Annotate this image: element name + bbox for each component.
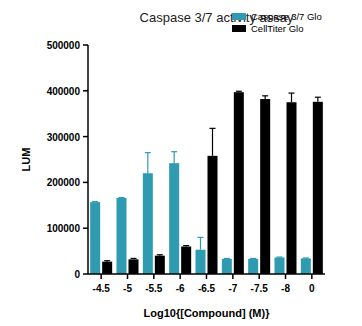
error-bar: [104, 260, 110, 262]
y-tick-label: 500000: [47, 40, 81, 51]
error-cap: [131, 258, 137, 259]
error-cap: [236, 91, 242, 92]
error-bar: [171, 152, 177, 163]
x-tick-label: -5: [123, 283, 132, 294]
x-tick-label: -6: [176, 283, 185, 294]
x-tick-label: -7.5: [251, 283, 269, 294]
y-axis-label: LUM: [20, 148, 32, 172]
bar: [169, 163, 179, 274]
error-cap: [119, 197, 125, 198]
legend-label: Caspase 3/7 Glo: [251, 11, 322, 22]
y-tick: [83, 273, 88, 275]
error-line: [174, 152, 175, 163]
legend-label: CellTiter Glo: [251, 23, 303, 34]
error-cap: [250, 258, 256, 259]
error-bar: [145, 153, 151, 174]
error-cap: [157, 254, 163, 255]
y-axis: [87, 45, 89, 274]
y-tick-label: 200000: [47, 177, 81, 188]
y-tick: [83, 90, 88, 92]
bar: [275, 258, 285, 274]
bar: [301, 258, 311, 274]
x-tick: [127, 274, 129, 279]
bar: [248, 259, 258, 274]
error-bar: [315, 97, 321, 102]
y-tick-label: 100000: [47, 223, 81, 234]
error-bar: [119, 197, 125, 198]
x-tick-label: 0: [309, 283, 315, 294]
error-bar: [303, 257, 309, 258]
error-cap: [303, 257, 309, 258]
error-bar: [236, 91, 242, 93]
x-tick: [100, 274, 102, 279]
x-tick: [311, 274, 313, 279]
error-bar: [250, 258, 256, 259]
error-cap: [262, 95, 268, 96]
bar: [196, 250, 206, 274]
error-bar: [210, 128, 216, 155]
error-cap: [315, 97, 321, 98]
error-cap: [224, 258, 230, 259]
y-tick-label: 400000: [47, 86, 81, 97]
x-tick-label: -4.5: [93, 283, 111, 294]
x-tick-label: -8: [281, 283, 290, 294]
error-cap: [183, 245, 189, 246]
error-bar: [131, 258, 137, 260]
error-cap: [198, 237, 204, 238]
y-tick: [83, 227, 88, 229]
bar: [234, 92, 244, 274]
bar: [313, 102, 323, 274]
y-tick-label: 0: [74, 269, 80, 280]
legend-swatch: [232, 25, 246, 32]
bar: [222, 259, 232, 274]
bar: [117, 198, 127, 274]
x-tick: [285, 274, 287, 279]
x-tick-label: -7: [228, 283, 237, 294]
x-tick-label: -6.5: [198, 283, 216, 294]
error-line: [200, 237, 201, 249]
error-cap: [145, 152, 151, 153]
bar: [208, 156, 218, 274]
y-tick: [83, 136, 88, 138]
error-bar: [224, 258, 230, 259]
x-tick: [179, 274, 181, 279]
chart: Caspase 3/7 activity assay01000002000003…: [0, 0, 362, 326]
x-tick-label: -5.5: [145, 283, 163, 294]
error-cap: [289, 92, 295, 93]
error-bar: [198, 237, 204, 249]
bar: [102, 262, 112, 274]
y-tick: [83, 182, 88, 184]
bar: [260, 99, 270, 274]
error-bar: [277, 257, 283, 258]
error-cap: [92, 201, 98, 202]
error-bar: [92, 201, 98, 202]
bar: [129, 259, 139, 274]
x-tick: [153, 274, 155, 279]
error-bar: [183, 245, 189, 247]
error-cap: [104, 260, 110, 261]
y-tick-label: 300000: [47, 132, 81, 143]
bar: [287, 102, 297, 274]
x-tick: [232, 274, 234, 279]
bars: [90, 91, 323, 274]
bar: [181, 247, 191, 274]
error-cap: [171, 151, 177, 152]
error-line: [317, 97, 318, 102]
error-line: [147, 153, 148, 174]
error-line: [291, 93, 292, 102]
x-axis-label: Log10{[Compound] (M)}: [144, 307, 271, 319]
x-tick: [258, 274, 260, 279]
bar: [155, 256, 165, 274]
y-tick: [83, 44, 88, 46]
error-bar: [157, 254, 163, 256]
error-cap: [210, 128, 216, 129]
legend-swatch: [232, 13, 246, 20]
bar: [143, 173, 153, 274]
error-bar: [289, 93, 295, 102]
error-line: [212, 128, 213, 155]
error-cap: [277, 256, 283, 257]
bar: [90, 202, 100, 274]
error-bar: [262, 96, 268, 99]
x-tick: [206, 274, 208, 279]
